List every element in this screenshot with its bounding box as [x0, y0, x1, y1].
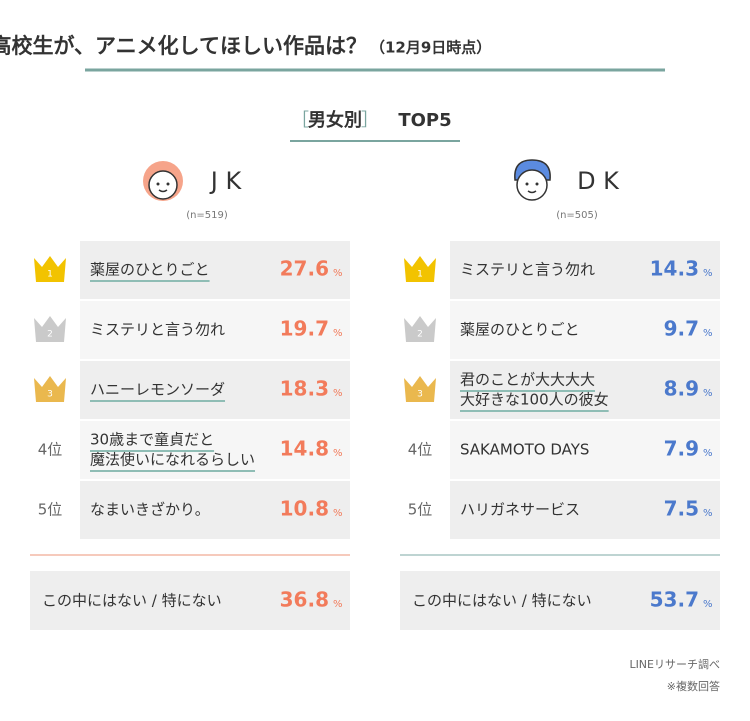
note: ※複数回答: [667, 679, 720, 693]
other-bg: [30, 571, 350, 630]
row-bg: [450, 421, 720, 479]
percent: 36.8: [280, 588, 329, 612]
percent-unit: %: [703, 388, 713, 399]
boy-icon: [514, 159, 551, 201]
subtitle: 男女別: [308, 109, 362, 131]
other-title: この中にはない / 特にない: [42, 592, 222, 610]
work-title: ハリガネサービス: [460, 501, 580, 519]
panel-label: J K: [209, 167, 243, 195]
work-title: 30歳まで童貞だと: [90, 431, 214, 449]
crown: [404, 316, 436, 342]
work-title: ミステリと言う勿れ: [90, 321, 225, 339]
row-bg: [80, 241, 350, 299]
percent: 18.3: [280, 377, 329, 401]
crown: [34, 256, 66, 282]
percent-unit: %: [333, 448, 343, 459]
panel-label: D K: [577, 167, 620, 195]
work-title: 魔法使いになれるらしい: [90, 451, 255, 469]
row-bg: [80, 301, 350, 359]
work-title: ミステリと言う勿れ: [460, 261, 595, 279]
title-note: （12月9日時点）: [370, 39, 491, 57]
bracket: ［: [291, 110, 309, 131]
rank: 2: [47, 330, 53, 340]
girl-icon: [143, 161, 183, 201]
rank: 3: [417, 390, 423, 400]
percent-unit: %: [703, 508, 713, 519]
row-bg: [80, 481, 350, 539]
percent-unit: %: [333, 268, 343, 279]
percent-unit: %: [333, 508, 343, 519]
rank: 1: [417, 270, 423, 280]
percent-unit: %: [703, 328, 713, 339]
percent: 14.3: [650, 257, 699, 281]
percent: 27.6: [280, 257, 329, 281]
rank: 5位: [408, 501, 433, 519]
crown: [34, 316, 66, 342]
rank: 4位: [38, 441, 63, 459]
crown: [404, 256, 436, 282]
work-title: 大好きな100人の彼女: [460, 391, 609, 409]
percent-unit: %: [703, 599, 713, 610]
rank: 5位: [38, 501, 63, 519]
work-title: ハニーレモンソーダ: [90, 381, 225, 399]
percent: 7.5: [664, 497, 699, 521]
row-bg: [450, 301, 720, 359]
percent: 7.9: [664, 437, 699, 461]
bracket: ］: [361, 110, 379, 131]
source: LINEリサーチ調べ: [629, 657, 720, 671]
percent: 9.7: [664, 317, 699, 341]
percent: 53.7: [650, 588, 699, 612]
percent-unit: %: [333, 328, 343, 339]
title: 高校生が、アニメ化してほしい作品は？: [0, 34, 367, 58]
percent: 10.8: [280, 497, 329, 521]
row-bg: [80, 361, 350, 419]
crown: [404, 376, 436, 402]
percent-unit: %: [703, 448, 713, 459]
subtitle-rank: TOP5: [398, 110, 451, 131]
percent-unit: %: [333, 599, 343, 610]
rank: 2: [417, 330, 423, 340]
sample-size: (n=505): [556, 210, 598, 221]
work-title: なまいきざかり。: [90, 501, 210, 519]
rank: 1: [47, 270, 53, 280]
sample-size: (n=519): [186, 210, 228, 221]
row-bg: [450, 241, 720, 299]
work-title: 君のことが大大大大: [460, 371, 595, 389]
work-title: 薬屋のひとりごと: [90, 261, 210, 279]
percent: 8.9: [664, 377, 699, 401]
percent: 14.8: [280, 437, 329, 461]
other-bg: [400, 571, 720, 630]
row-bg: [450, 481, 720, 539]
work-title: 薬屋のひとりごと: [460, 321, 580, 339]
percent-unit: %: [703, 268, 713, 279]
rank: 4位: [408, 441, 433, 459]
percent-unit: %: [333, 388, 343, 399]
work-title: SAKAMOTO DAYS: [460, 441, 589, 459]
percent: 19.7: [280, 317, 329, 341]
crown: [34, 376, 66, 402]
other-title: この中にはない / 特にない: [412, 592, 592, 610]
rank: 3: [47, 390, 53, 400]
